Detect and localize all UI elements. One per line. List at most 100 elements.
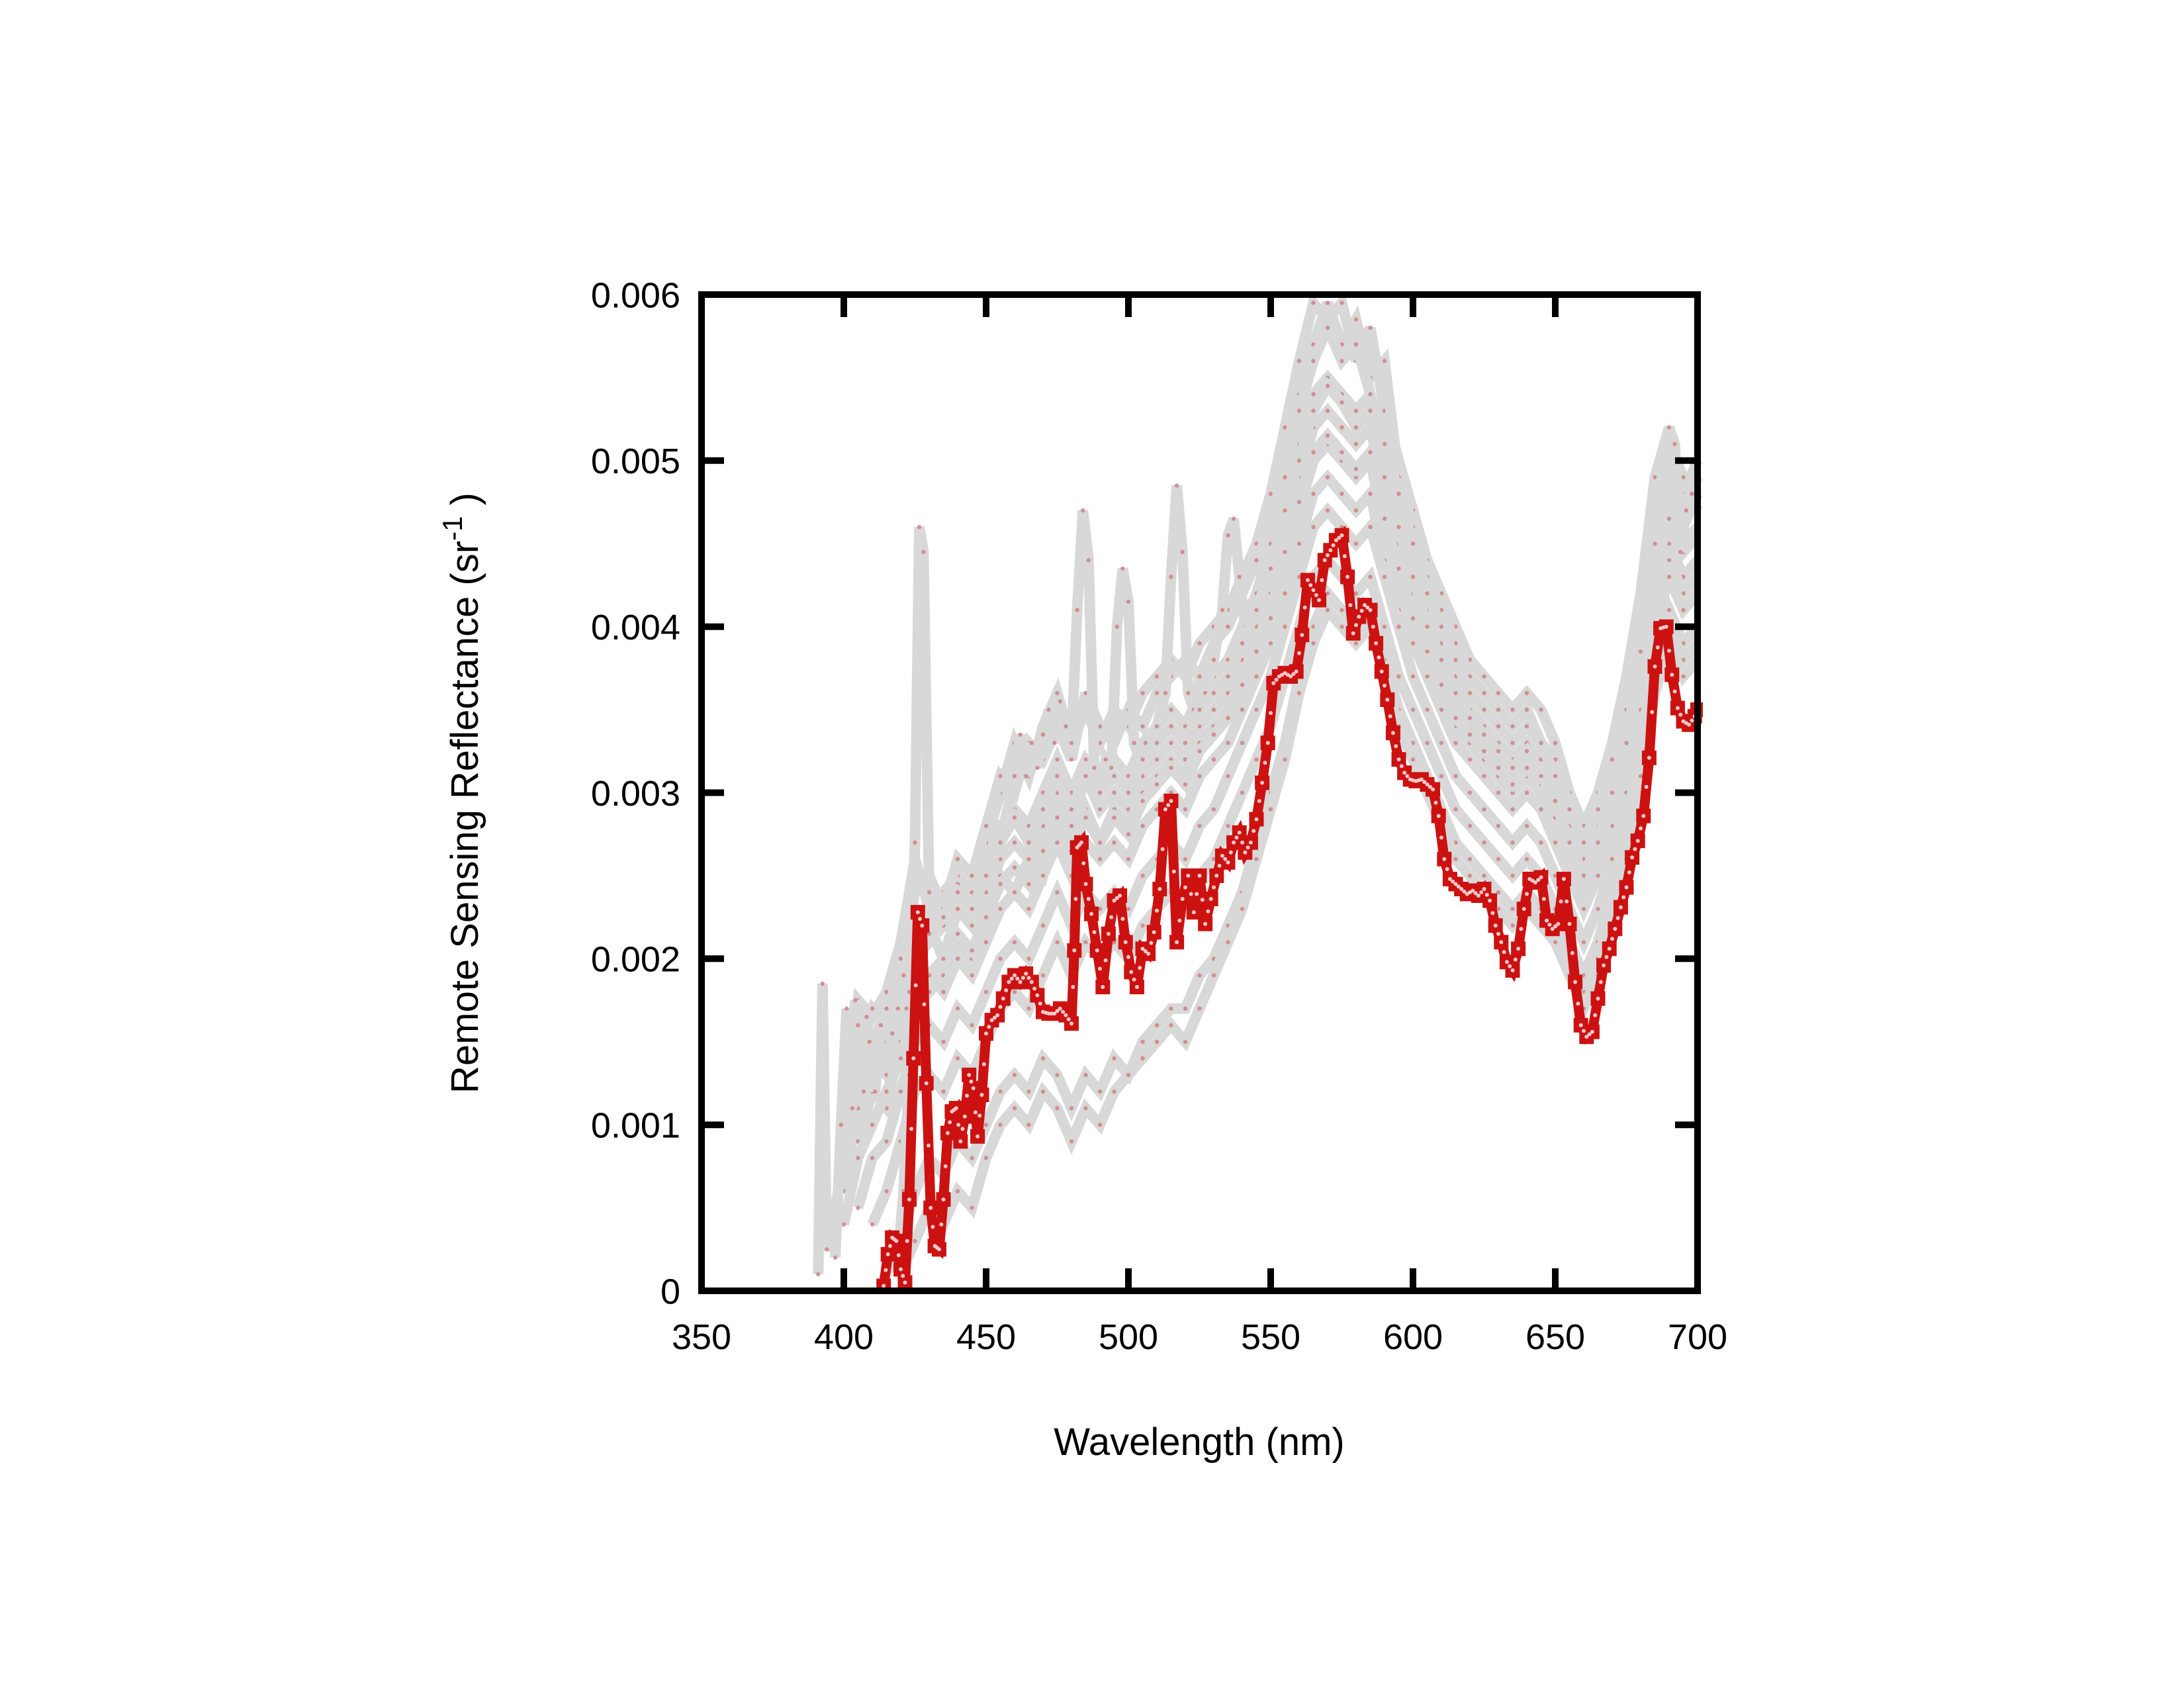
highlighted-spectrum-marker-dot [1160, 847, 1165, 851]
background-spectrum-marker-dot [1112, 1089, 1116, 1094]
highlighted-spectrum-marker-dot [1189, 892, 1193, 896]
background-spectrum-marker-dot [1055, 890, 1060, 895]
background-spectrum-marker-dot [955, 931, 960, 936]
y-axis-title: Remote Sensing Reflectance (sr-1 ) [437, 492, 486, 1094]
highlighted-spectrum-marker-dot [1300, 633, 1304, 637]
highlighted-spectrum-marker-dot [946, 1131, 950, 1135]
highlighted-spectrum-marker-dot [911, 1056, 916, 1060]
background-spectrum-marker-dot [1154, 1023, 1160, 1027]
background-spectrum-marker-dot [1226, 741, 1230, 745]
highlighted-spectrum-marker-dot [1232, 840, 1236, 845]
background-spectrum-marker-dot [1254, 857, 1259, 862]
background-spectrum-marker-dot [1012, 774, 1017, 778]
highlighted-spectrum-marker-dot [1073, 897, 1078, 901]
background-spectrum-marker-dot [1510, 724, 1515, 729]
x-tick-label-350: 350 [672, 1317, 731, 1357]
highlighted-spectrum-marker-dot [1171, 869, 1176, 874]
background-spectrum-marker-dot [1396, 566, 1401, 571]
background-spectrum-marker-dot [1311, 408, 1316, 413]
background-spectrum-marker-dot [1425, 674, 1430, 679]
background-spectrum-marker-dot [955, 890, 960, 895]
background-spectrum-marker-dot [1237, 575, 1242, 579]
background-spectrum-marker-dot [1180, 549, 1185, 554]
background-spectrum-marker-dot [1226, 624, 1230, 629]
background-spectrum-marker-dot [1340, 301, 1344, 305]
highlighted-spectrum-marker-dot [1217, 863, 1222, 868]
background-spectrum-marker-dot [825, 1247, 829, 1252]
background-spectrum-marker-dot [1553, 940, 1558, 945]
background-spectrum-marker-dot [1075, 608, 1079, 612]
highlighted-spectrum-marker-dot [1101, 985, 1105, 989]
background-spectrum-marker-dot [1524, 790, 1529, 795]
background-spectrum-marker-dot [1382, 575, 1387, 579]
highlighted-spectrum-marker-dot [1055, 1009, 1060, 1013]
highlighted-spectrum-marker-dot [931, 1225, 935, 1229]
highlighted-spectrum-marker-dot [926, 1143, 931, 1148]
background-spectrum-marker-dot [1174, 483, 1179, 488]
background-spectrum-marker-dot [983, 915, 989, 919]
highlighted-spectrum-marker-dot [1103, 958, 1108, 962]
highlighted-spectrum-marker-dot [1081, 861, 1086, 866]
background-spectrum-marker-dot [1510, 873, 1515, 878]
background-spectrum-marker-dot [1046, 707, 1051, 712]
background-spectrum-marker-dot [1140, 690, 1145, 696]
background-spectrum-marker-dot [1553, 741, 1558, 745]
highlighted-spectrum-marker-dot [1177, 918, 1182, 923]
background-spectrum-marker-dot [1055, 1105, 1060, 1111]
background-spectrum-marker-dot [1382, 475, 1387, 480]
background-spectrum-marker-dot [1539, 807, 1543, 812]
background-spectrum-marker-dot [1012, 890, 1017, 895]
background-spectrum-marker-dot [1453, 741, 1458, 745]
x-tick-label-400: 400 [814, 1317, 874, 1357]
background-spectrum-marker-dot [1524, 857, 1529, 862]
background-spectrum-marker-dot [1539, 707, 1543, 712]
background-spectrum-marker-dot [1340, 491, 1344, 496]
y-tick-label-0.001: 0.001 [591, 1106, 680, 1146]
highlighted-spectrum-marker-dot [1598, 980, 1603, 984]
background-spectrum-marker-dot [1026, 1089, 1031, 1094]
highlighted-spectrum-marker-dot [1476, 894, 1480, 898]
background-spectrum-marker-dot [1581, 873, 1586, 878]
highlighted-spectrum-marker-dot [1186, 873, 1191, 878]
highlighted-spectrum-marker-dot [1297, 651, 1301, 655]
background-spectrum-marker-dot [856, 1156, 860, 1160]
background-spectrum-marker-dot [1410, 641, 1416, 645]
background-spectrum-marker-dot [1112, 1056, 1116, 1061]
highlighted-spectrum-marker-dot [1129, 970, 1134, 974]
background-spectrum-marker-dot [998, 774, 1003, 778]
highlighted-spectrum-marker-dot [1061, 1009, 1066, 1014]
highlighted-spectrum-marker-dot [1254, 817, 1259, 821]
highlighted-spectrum-marker-dot [1516, 947, 1521, 951]
highlighted-spectrum-marker-dot [1383, 683, 1387, 688]
background-spectrum-marker-dot [1325, 608, 1330, 612]
background-spectrum-marker-dot [1297, 500, 1302, 504]
highlighted-spectrum-marker-dot [1066, 1017, 1071, 1021]
background-spectrum-marker-dot [1226, 716, 1230, 720]
background-spectrum-marker-dot [1211, 857, 1216, 862]
highlighted-spectrum-marker-dot [958, 1139, 963, 1144]
background-spectrum-marker-dot [955, 857, 960, 862]
background-spectrum-marker-dot [1140, 1039, 1145, 1045]
background-spectrum-marker-dot [1325, 591, 1330, 596]
background-spectrum-marker-dot [1325, 383, 1330, 389]
highlighted-spectrum-marker-dot [1610, 937, 1614, 941]
background-spectrum-marker-dot [1268, 807, 1273, 812]
background-spectrum-marker-dot [1325, 508, 1330, 513]
highlighted-spectrum-marker-dot [1618, 905, 1623, 910]
background-spectrum-marker-dot [1666, 558, 1672, 563]
background-spectrum-marker-dot [1467, 757, 1473, 762]
background-spectrum-marker-dot [1510, 765, 1515, 771]
y-tick-label-0.003: 0.003 [591, 774, 680, 814]
background-spectrum-marker-dot [1297, 541, 1302, 546]
background-spectrum-marker-dot [1254, 649, 1259, 654]
highlighted-spectrum-marker-dot [1134, 985, 1139, 989]
background-spectrum-marker-dot [1596, 840, 1600, 845]
highlighted-spectrum-marker-dot [918, 917, 922, 921]
highlighted-spectrum-marker-dot [1644, 784, 1649, 789]
highlighted-spectrum-marker-dot [1561, 876, 1566, 881]
highlighted-spectrum-marker-dot [1402, 771, 1407, 775]
background-spectrum-marker-dot [1453, 857, 1458, 862]
background-spectrum-marker-dot [1169, 575, 1173, 579]
background-spectrum-marker-dot [1510, 923, 1515, 928]
